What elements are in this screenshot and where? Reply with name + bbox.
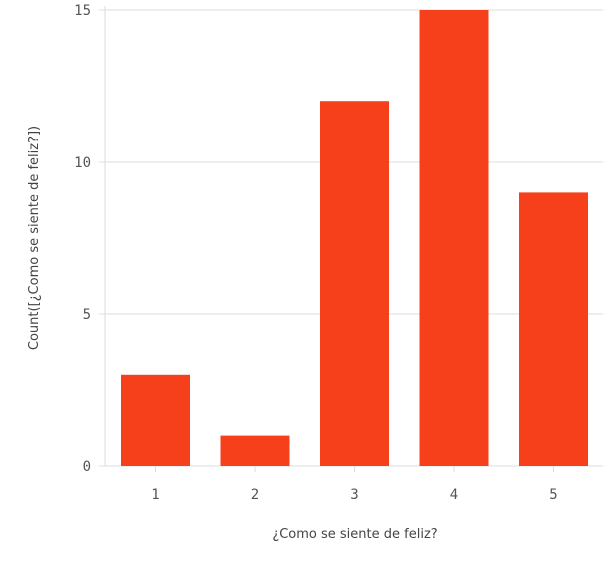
y-tick-label: 5: [83, 307, 91, 323]
bars: [121, 10, 588, 466]
bar: [419, 10, 489, 466]
x-tick-label: 5: [549, 487, 557, 503]
x-tick-label: 2: [251, 487, 259, 503]
x-axis-ticks: 1 2 3 4 5: [151, 466, 558, 503]
bar: [519, 192, 588, 466]
y-tick-label: 15: [74, 3, 91, 19]
x-tick-label: 3: [350, 487, 358, 503]
x-axis-title: ¿Como se siente de feliz?: [272, 527, 437, 542]
y-axis-ticks: 0 5 10 15: [74, 3, 91, 475]
x-tick-label: 4: [450, 487, 458, 503]
y-tick-label: 10: [74, 155, 91, 171]
y-axis-title: Count([¿Como se siente de feliz?]): [27, 126, 42, 350]
bar: [121, 374, 190, 466]
y-tick-label: 0: [83, 459, 91, 475]
bar: [320, 101, 389, 466]
bar: [220, 435, 290, 466]
x-tick-label: 1: [151, 487, 159, 503]
